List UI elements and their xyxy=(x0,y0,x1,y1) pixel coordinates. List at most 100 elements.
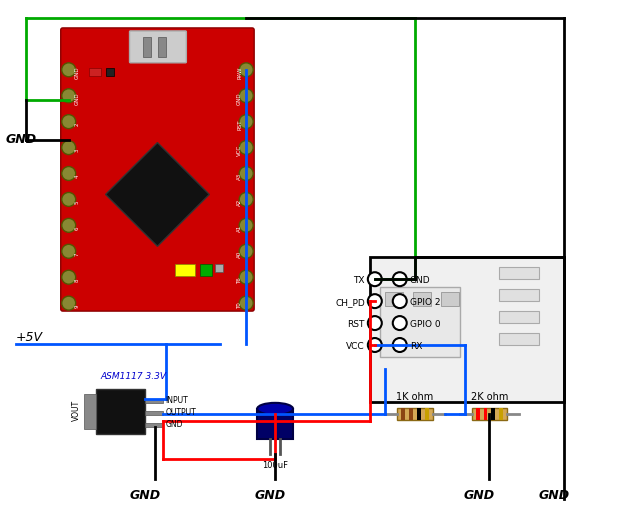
Circle shape xyxy=(62,296,76,310)
Circle shape xyxy=(62,89,76,103)
Circle shape xyxy=(62,115,76,129)
FancyBboxPatch shape xyxy=(129,31,186,63)
Text: GND: GND xyxy=(410,276,431,285)
Text: CH_PD: CH_PD xyxy=(335,297,365,307)
Text: 8: 8 xyxy=(74,278,79,282)
Bar xyxy=(215,264,223,272)
Circle shape xyxy=(239,270,253,284)
Bar xyxy=(96,389,146,434)
Circle shape xyxy=(62,270,76,284)
Text: VCC: VCC xyxy=(238,145,242,156)
Text: 6: 6 xyxy=(74,227,79,230)
Circle shape xyxy=(239,63,253,77)
Circle shape xyxy=(368,316,382,330)
Bar xyxy=(417,408,421,420)
Bar xyxy=(84,394,96,429)
Circle shape xyxy=(239,218,253,232)
Bar xyxy=(146,399,163,403)
FancyBboxPatch shape xyxy=(61,28,254,311)
Bar xyxy=(412,292,431,306)
Ellipse shape xyxy=(257,403,293,415)
Bar xyxy=(176,264,196,276)
Bar xyxy=(385,292,402,306)
Bar xyxy=(409,408,412,420)
Circle shape xyxy=(239,192,253,207)
Bar xyxy=(159,37,166,57)
Bar xyxy=(499,333,539,345)
Bar xyxy=(397,408,432,420)
Bar xyxy=(370,257,564,402)
Bar xyxy=(106,68,114,76)
Bar xyxy=(484,408,488,420)
Text: RX: RX xyxy=(410,341,422,350)
Text: 9: 9 xyxy=(74,305,79,308)
Text: 3: 3 xyxy=(74,149,79,153)
Bar xyxy=(441,292,459,306)
Circle shape xyxy=(62,192,76,207)
Circle shape xyxy=(239,296,253,310)
Circle shape xyxy=(239,89,253,103)
Bar xyxy=(499,267,539,279)
Text: A0: A0 xyxy=(238,250,242,258)
Circle shape xyxy=(62,218,76,232)
Bar xyxy=(499,289,539,301)
Bar xyxy=(144,37,151,57)
Text: GND: GND xyxy=(238,92,242,105)
Text: 2K ohm: 2K ohm xyxy=(471,392,508,402)
Bar xyxy=(89,68,101,76)
Text: RST: RST xyxy=(348,320,365,329)
Text: GND: GND xyxy=(6,133,37,146)
Bar xyxy=(471,408,508,420)
Circle shape xyxy=(368,338,382,352)
Circle shape xyxy=(239,244,253,258)
Circle shape xyxy=(62,244,76,258)
Text: GND: GND xyxy=(464,489,495,501)
Text: GND: GND xyxy=(74,92,79,105)
Bar xyxy=(499,408,504,420)
Text: 1K ohm: 1K ohm xyxy=(396,392,433,402)
Circle shape xyxy=(239,140,253,155)
Text: GND: GND xyxy=(254,489,286,501)
Text: 2: 2 xyxy=(74,123,79,126)
Bar xyxy=(201,264,212,276)
Bar xyxy=(424,408,429,420)
Text: VOUT: VOUT xyxy=(72,400,81,421)
Text: GND: GND xyxy=(130,489,161,501)
Text: GPIO 2: GPIO 2 xyxy=(410,297,440,307)
Text: 5: 5 xyxy=(74,200,79,204)
Circle shape xyxy=(62,140,76,155)
Circle shape xyxy=(368,294,382,308)
Circle shape xyxy=(239,167,253,180)
Text: 7: 7 xyxy=(74,252,79,256)
Polygon shape xyxy=(257,409,293,439)
Text: RST: RST xyxy=(238,119,242,130)
Text: 4: 4 xyxy=(74,175,79,178)
Circle shape xyxy=(368,272,382,286)
Circle shape xyxy=(392,338,407,352)
Text: TX: TX xyxy=(353,276,365,285)
Circle shape xyxy=(239,115,253,129)
Text: A1: A1 xyxy=(238,225,242,232)
Circle shape xyxy=(392,316,407,330)
Circle shape xyxy=(392,294,407,308)
Polygon shape xyxy=(106,142,209,246)
Circle shape xyxy=(62,167,76,180)
Circle shape xyxy=(392,272,407,286)
Bar xyxy=(476,408,479,420)
Text: INPUT: INPUT xyxy=(166,396,188,406)
Bar xyxy=(401,408,405,420)
Bar xyxy=(491,408,496,420)
Text: OUTPUT: OUTPUT xyxy=(166,409,196,417)
Text: T0: T0 xyxy=(238,302,242,310)
Bar xyxy=(146,411,163,415)
Text: +5V: +5V xyxy=(16,331,43,344)
Circle shape xyxy=(62,63,76,77)
Bar xyxy=(499,311,539,323)
Text: GND: GND xyxy=(539,489,570,501)
Text: GND: GND xyxy=(74,67,79,79)
Text: VCC: VCC xyxy=(346,341,365,350)
Bar xyxy=(146,423,163,427)
Bar xyxy=(380,287,459,357)
Text: A3: A3 xyxy=(238,173,242,180)
Text: GND: GND xyxy=(166,420,183,429)
